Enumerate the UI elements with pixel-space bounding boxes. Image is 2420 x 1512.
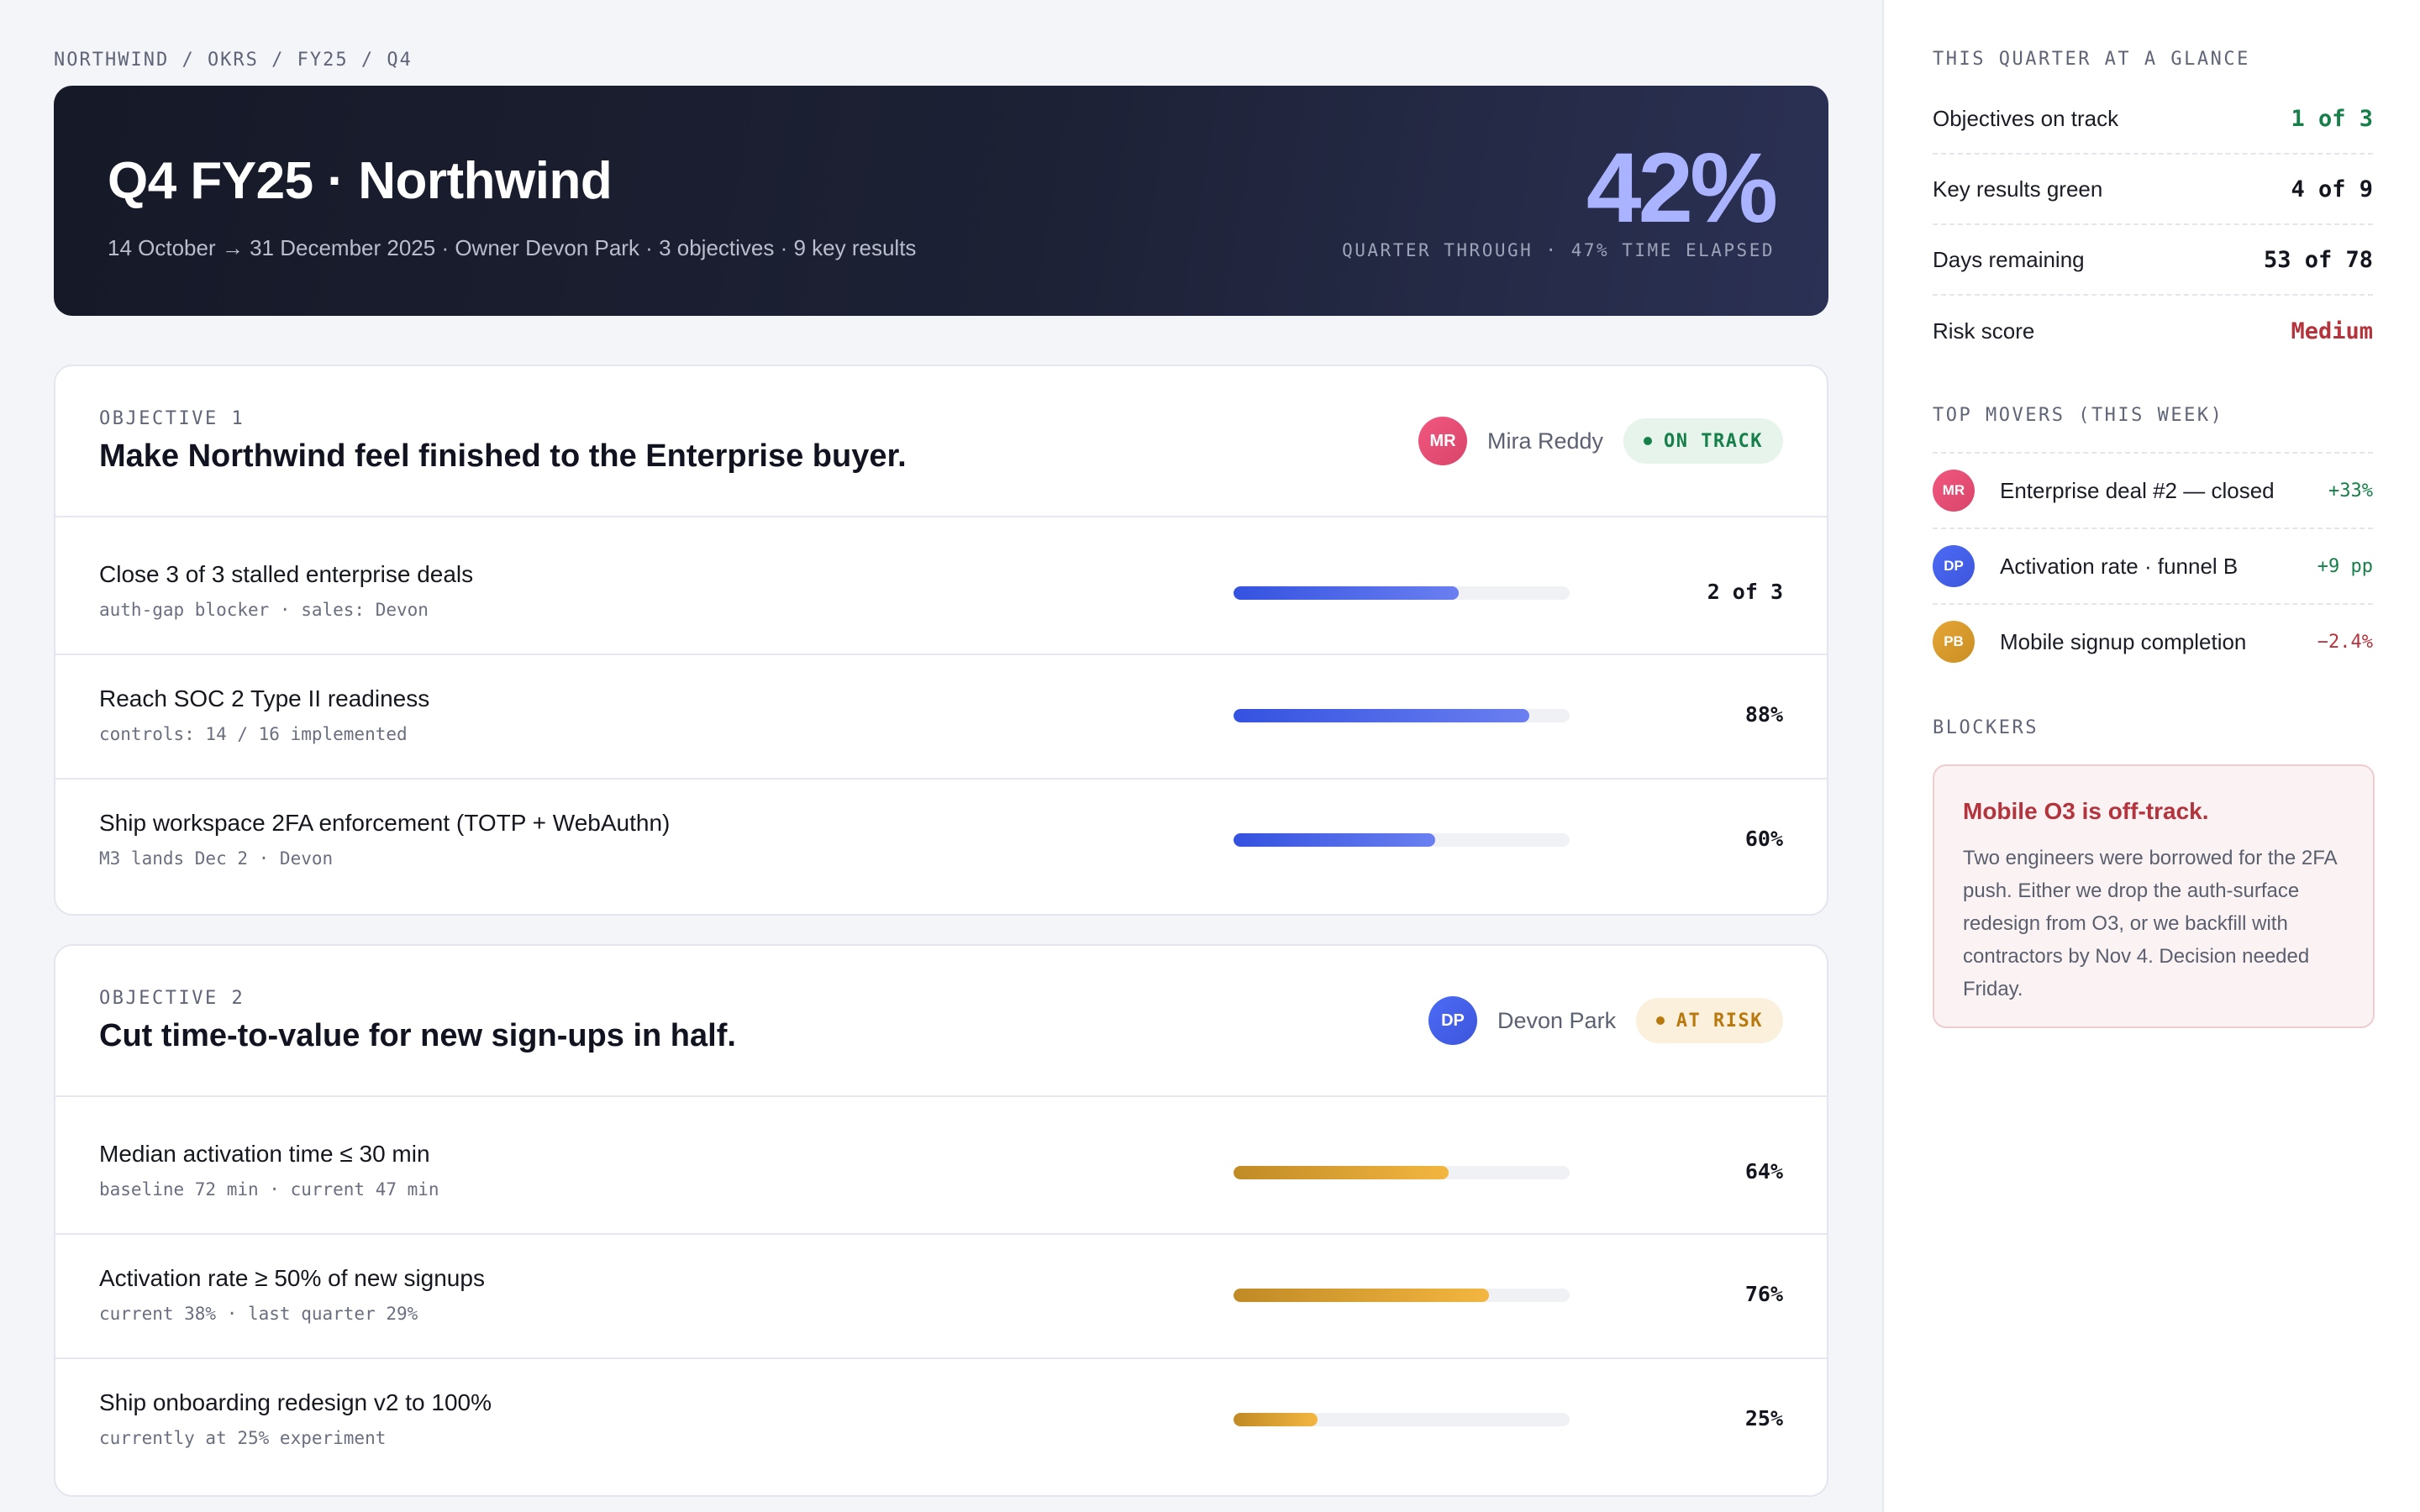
stat-label: Days remaining (1933, 246, 2085, 272)
key-result-value: 64% (1744, 1159, 1783, 1184)
progress-fill (1234, 1289, 1489, 1302)
key-result-detail: currently at 25% experiment (99, 1428, 387, 1448)
key-result-detail: M3 lands Dec 2 · Devon (99, 848, 334, 869)
key-result-title: Ship onboarding redesign v2 to 100% (99, 1389, 492, 1415)
key-result-value: 88% (1744, 702, 1783, 727)
stat-value: 53 of 78 (2263, 246, 2373, 273)
glance-section-label: THIS QUARTER AT A GLANCE (1933, 49, 2250, 70)
objective-owner[interactable]: MR Mira Reddy (1418, 417, 1603, 465)
progress-fill (1234, 586, 1459, 600)
stat-label: Risk score (1933, 318, 2035, 344)
owner-name: Mira Reddy (1487, 428, 1604, 454)
mover-item[interactable]: DP Activation rate · funnel B +9 pp (1933, 528, 2373, 603)
status-dot-icon (1655, 1016, 1665, 1025)
sidebar: THIS QUARTER AT A GLANCE Objectives on t… (1882, 0, 2420, 1512)
key-result-value: 76% (1744, 1282, 1783, 1306)
avatar: DP (1933, 545, 1975, 587)
blocker-title: Mobile O3 is off-track. (1963, 798, 2209, 824)
progress-fill (1234, 833, 1435, 847)
quarter-hero: Q4 FY25 · Northwind 14 October → 31 Dece… (54, 86, 1828, 316)
key-result-title: Reach SOC 2 Type II readiness (99, 685, 430, 711)
key-result-value: 60% (1744, 827, 1783, 851)
status-label: ON TRACK (1664, 430, 1763, 452)
quarter-meta: 14 October → 31 December 2025 · Owner De… (108, 235, 917, 260)
owner-name: Devon Park (1497, 1007, 1617, 1033)
mover-delta: −2.4% (2317, 631, 2373, 653)
stat-days-remaining: Days remaining 53 of 78 (1933, 225, 2373, 296)
objective-card-2[interactable]: OBJECTIVE 2 Cut time-to-value for new si… (54, 944, 1828, 1497)
objective-card-1[interactable]: OBJECTIVE 1 Make Northwind feel finished… (54, 365, 1828, 916)
progress-bar (1234, 833, 1570, 847)
progress-fill (1234, 709, 1529, 722)
key-result-detail: baseline 72 min · current 47 min (99, 1179, 439, 1200)
key-result-detail: controls: 14 / 16 implemented (99, 724, 408, 744)
stat-value: Medium (2291, 318, 2373, 344)
stat-label: Objectives on track (1933, 105, 2119, 131)
objective-owner[interactable]: DP Devon Park (1428, 996, 1616, 1045)
objective-label: OBJECTIVE 1 (99, 408, 245, 429)
objective-title: Make Northwind feel finished to the Ente… (99, 438, 907, 474)
page-title: Q4 FY25 · Northwind (108, 152, 613, 210)
key-result-row[interactable]: Ship onboarding redesign v2 to 100% curr… (55, 1359, 1827, 1494)
key-result-value: 25% (1744, 1406, 1783, 1431)
stat-key-results-green: Key results green 4 of 9 (1933, 155, 2373, 225)
key-result-row[interactable]: Ship workspace 2FA enforcement (TOTP + W… (55, 780, 1827, 914)
status-badge: AT RISK (1635, 998, 1783, 1043)
progress-fill (1234, 1166, 1449, 1179)
progress-bar (1234, 1413, 1570, 1426)
objective-label: OBJECTIVE 2 (99, 988, 245, 1009)
mover-delta: +9 pp (2317, 555, 2373, 577)
stat-risk-score: Risk score Medium (1933, 296, 2373, 366)
mover-item[interactable]: MR Enterprise deal #2 — closed +33% (1933, 452, 2373, 528)
key-result-title: Activation rate ≥ 50% of new signups (99, 1265, 485, 1291)
stat-objectives-on-track: Objectives on track 1 of 3 (1933, 84, 2373, 155)
mover-item[interactable]: PB Mobile signup completion −2.4% (1933, 603, 2373, 679)
key-result-title: Close 3 of 3 stalled enterprise deals (99, 561, 474, 587)
progress-bar (1234, 586, 1570, 600)
quarter-percent: 42% (1586, 133, 1778, 244)
blocker-text: Two engineers were borrowed for the 2FA … (1963, 847, 2337, 1000)
progress-bar (1234, 1166, 1570, 1179)
avatar: PB (1933, 621, 1975, 663)
movers-section-label: TOP MOVERS (THIS WEEK) (1933, 405, 2224, 426)
status-label: AT RISK (1676, 1010, 1763, 1032)
breadcrumb[interactable]: NORTHWIND / OKRS / FY25 / Q4 (54, 50, 413, 71)
objective-title: Cut time-to-value for new sign-ups in ha… (99, 1018, 736, 1053)
key-result-row[interactable]: Median activation time ≤ 30 min baseline… (55, 1097, 1827, 1235)
stat-value: 1 of 3 (2291, 105, 2373, 132)
key-result-title: Median activation time ≤ 30 min (99, 1141, 430, 1167)
quarter-percent-caption: QUARTER THROUGH · 47% TIME ELAPSED (1342, 240, 1775, 260)
progress-bar (1234, 1289, 1570, 1302)
key-result-row[interactable]: Reach SOC 2 Type II readiness controls: … (55, 655, 1827, 780)
avatar: MR (1933, 470, 1975, 512)
key-result-detail: current 38% · last quarter 29% (99, 1304, 418, 1324)
objective-header: OBJECTIVE 1 Make Northwind feel finished… (55, 366, 1827, 517)
stat-label: Key results green (1933, 176, 2103, 202)
mover-label: Enterprise deal #2 — closed (2000, 477, 2275, 503)
key-result-row[interactable]: Close 3 of 3 stalled enterprise deals au… (55, 517, 1827, 655)
key-result-detail: auth-gap blocker · sales: Devon (99, 600, 429, 620)
blocker-card[interactable]: Mobile O3 is off-track. Two engineers we… (1933, 764, 2375, 1028)
stat-value: 4 of 9 (2291, 176, 2373, 202)
blockers-section-label: BLOCKERS (1933, 717, 2039, 738)
avatar: DP (1428, 996, 1477, 1045)
mover-delta: +33% (2328, 480, 2373, 501)
status-badge: ON TRACK (1623, 418, 1783, 464)
status-dot-icon (1644, 437, 1653, 445)
key-result-title: Ship workspace 2FA enforcement (TOTP + W… (99, 810, 671, 836)
mover-label: Activation rate · funnel B (2000, 553, 2238, 579)
progress-fill (1234, 1413, 1318, 1426)
objective-header: OBJECTIVE 2 Cut time-to-value for new si… (55, 946, 1827, 1097)
progress-bar (1234, 709, 1570, 722)
key-result-row[interactable]: Activation rate ≥ 50% of new signups cur… (55, 1235, 1827, 1359)
avatar: MR (1418, 417, 1467, 465)
main-content: NORTHWIND / OKRS / FY25 / Q4 Q4 FY25 · N… (54, 50, 1828, 1497)
key-result-value: 2 of 3 (1707, 580, 1783, 604)
mover-label: Mobile signup completion (2000, 628, 2247, 654)
